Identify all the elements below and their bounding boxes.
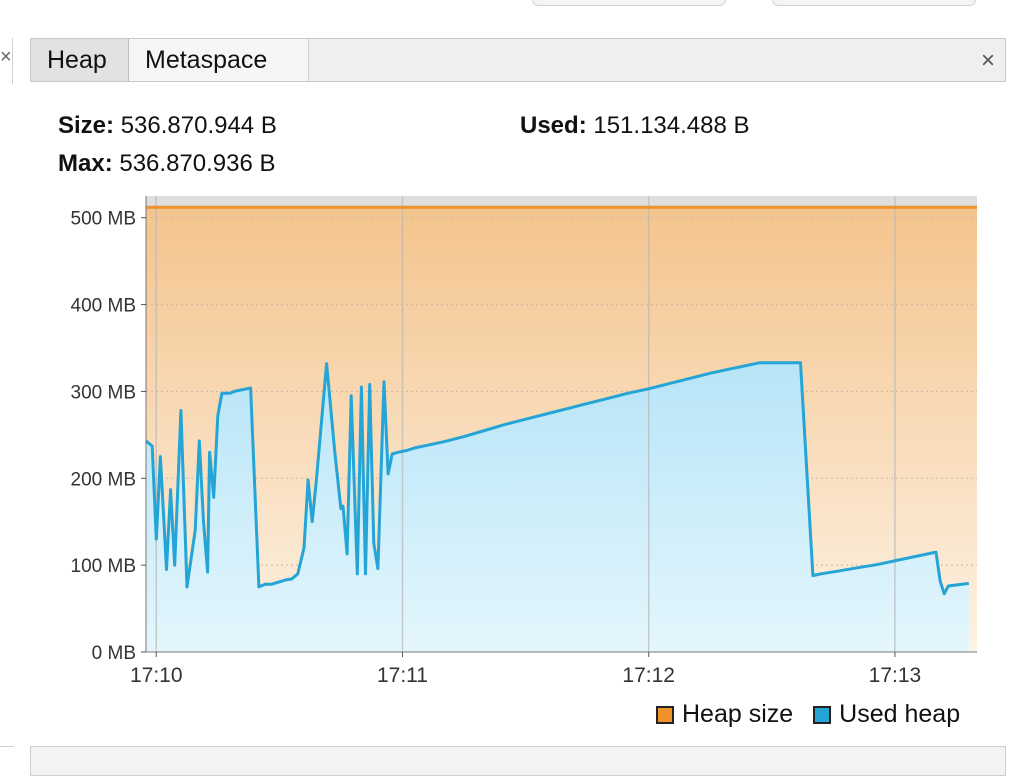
tab-heap[interactable]: Heap xyxy=(31,39,129,81)
legend-item-heap-size: Heap size xyxy=(656,700,793,729)
legend-label-used-heap: Used heap xyxy=(839,700,961,728)
metric-size-label: Size: xyxy=(58,112,115,139)
left-divider xyxy=(12,38,13,84)
legend-label-heap-size: Heap size xyxy=(682,700,794,728)
y-tick-label-5: 500 MB xyxy=(71,209,136,230)
tab-metaspace[interactable]: Metaspace xyxy=(129,39,309,81)
metric-used-value: 151.134.488 B xyxy=(593,112,750,139)
y-tick-label-1: 100 MB xyxy=(71,556,136,577)
bottom-panel xyxy=(30,746,1006,776)
metric-max-value: 536.870.936 B xyxy=(119,150,276,177)
metric-size-value: 536.870.944 B xyxy=(120,112,277,139)
close-icon[interactable]: × xyxy=(980,47,995,74)
x-tick-label-0: 17:10 xyxy=(130,664,183,687)
legend-swatch-used-heap xyxy=(813,705,832,724)
metric-used: Used: 151.134.488 B xyxy=(520,112,750,140)
y-tick-label-3: 300 MB xyxy=(71,382,136,403)
bottom-left-edge xyxy=(0,746,14,777)
top-toolbar-button-right[interactable] xyxy=(772,0,976,6)
metric-max-label: Max: xyxy=(58,150,113,177)
tab-strip: Heap Metaspace × xyxy=(30,38,1006,82)
metric-max: Max: 536.870.936 B xyxy=(58,150,276,178)
y-tick-label-0: 0 MB xyxy=(92,643,136,664)
y-tick-label-2: 200 MB xyxy=(71,469,136,490)
x-tick-label-2: 17:12 xyxy=(622,664,675,687)
legend-item-used-heap: Used heap xyxy=(813,700,960,729)
metric-used-label: Used: xyxy=(520,112,587,139)
heap-chart: 0 MB 100 MB 200 MB 300 MB 400 MB 500 MB 17:10 1… xyxy=(71,196,977,687)
y-tick-label-4: 400 MB xyxy=(71,296,136,317)
legend-swatch-heap-size xyxy=(656,705,674,724)
plot-background xyxy=(146,196,977,208)
used-heap-line xyxy=(145,361,969,596)
x-tick-label-3: 17:13 xyxy=(869,664,922,687)
x-tick-label-1: 17:11 xyxy=(377,664,428,687)
left-panel-close-icon[interactable]: × xyxy=(0,46,12,68)
metric-size: Size: 536.870.944 B xyxy=(58,112,277,140)
top-toolbar-button-left[interactable] xyxy=(532,0,726,6)
chart-legend: Heap size Used heap xyxy=(656,700,980,729)
